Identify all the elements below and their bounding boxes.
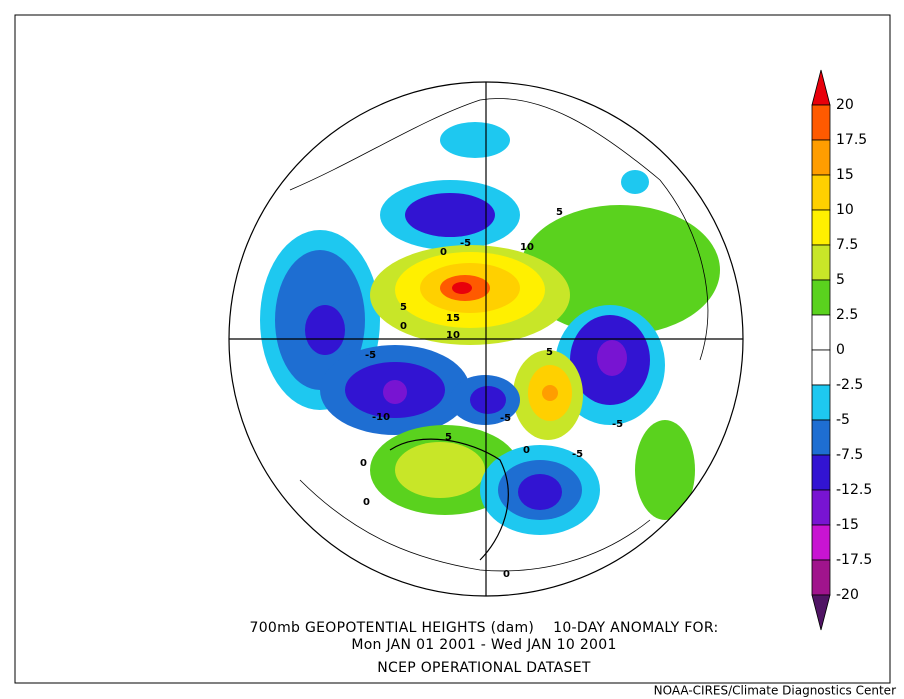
colorbar-label: 15: [836, 167, 854, 183]
colorbar-label: -20: [836, 587, 859, 603]
colorbar-label: -2.5: [836, 377, 863, 393]
colorbar-label: 7.5: [836, 237, 858, 253]
footer-credit: NOAA-CIRES/Climate Diagnostics Center: [654, 684, 896, 698]
frame: [14, 14, 891, 684]
colorbar: 20 17.5 15 10 7.5 5 2.5 0 -2.5 -5 -7.5 -12.5 -15 -17.…: [811, 69, 872, 631]
colorbar-segment: [811, 174, 831, 211]
contour-label: 15: [446, 313, 460, 324]
colorbar-triangle: [811, 594, 831, 631]
colorbar-segment: [811, 384, 831, 421]
caption-line: 700mb GEOPOTENTIAL HEIGHTS (dam) 10-DAY …: [250, 620, 719, 636]
colorbar-segment: [811, 314, 831, 351]
colorbar-segment: [811, 349, 831, 386]
contour-label: 5: [445, 432, 452, 443]
colorbar-segment: [811, 559, 831, 596]
contour-label: 5: [400, 302, 407, 313]
colorbar-label: 0: [836, 342, 845, 358]
contour-label: 0: [400, 321, 407, 332]
colorbar-label: -15: [836, 517, 859, 533]
contour-label: 10: [520, 242, 534, 253]
caption-line: NCEP OPERATIONAL DATASET: [377, 660, 591, 676]
colorbar-segment: [811, 454, 831, 491]
colorbar-segment: [811, 419, 831, 456]
contour-label: 5: [556, 207, 563, 218]
colorbar-segment: [811, 489, 831, 526]
colorbar-label: -17.5: [836, 552, 872, 568]
colorbar-triangle: [811, 69, 831, 106]
colorbar-label: -12.5: [836, 482, 872, 498]
colorbar-segment: [811, 139, 831, 176]
contour-label: 10: [446, 330, 460, 341]
colorbar-segment: [811, 104, 831, 141]
contour-label: -5: [572, 449, 583, 460]
colorbar-label: 2.5: [836, 307, 858, 323]
colorbar-label: 10: [836, 202, 854, 218]
contour-label: -5: [365, 350, 376, 361]
contour-label: 0: [503, 569, 510, 580]
contour-label: 0: [523, 445, 530, 456]
colorbar-segment: [811, 279, 831, 316]
contour-label: -5: [500, 413, 511, 424]
colorbar-label: -5: [836, 412, 850, 428]
colorbar-segment: [811, 524, 831, 561]
anomaly-field: [260, 98, 720, 572]
colorbar-segment: [811, 244, 831, 281]
caption-line: Mon JAN 01 2001 - Wed JAN 10 2001: [351, 637, 616, 653]
contour-label: 0: [363, 497, 370, 508]
colorbar-label: 20: [836, 97, 854, 113]
colorbar-label: 17.5: [836, 132, 867, 148]
contour-label: -10: [372, 412, 390, 423]
contour-label: 5: [546, 347, 553, 358]
colorbar-label: 5: [836, 272, 845, 288]
contour-label: 0: [360, 458, 367, 469]
colorbar-label: -7.5: [836, 447, 863, 463]
contour-label: -5: [612, 419, 623, 430]
contour-label: -5: [460, 238, 471, 249]
contour-labels: -5 0 5 10 5 15 10 0 -5 -10 5 0 -5 5 -5 -…: [360, 207, 623, 580]
contour-label: 0: [440, 247, 447, 258]
colorbar-segment: [811, 209, 831, 246]
